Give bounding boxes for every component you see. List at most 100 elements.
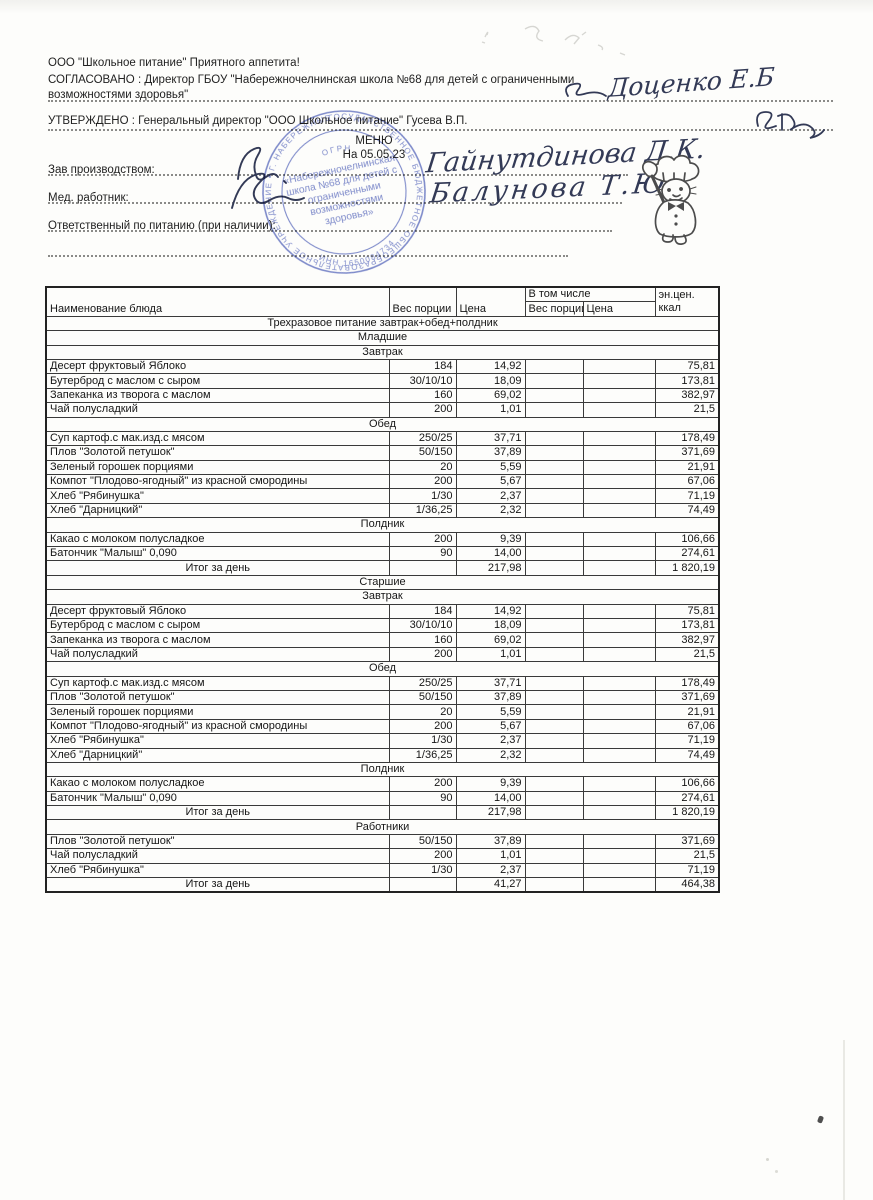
total-price-cell: 41,27 [455,877,526,893]
weight-cell [388,560,457,576]
weight-cell: 50/150 [388,445,457,461]
sub-price-cell [582,805,656,821]
menu-item-row: Суп картоф.с мак.изд.с мясом 250/25 37,71 1… [45,675,720,691]
section-label-cell: Трехразовое питание завтрак+обед+полдник [45,315,720,332]
section-row: Работники [45,819,720,835]
col-header-energy: эн.цен. ккал [654,286,720,317]
director-signature: Доценко Е.Б [607,62,776,103]
sub-weight-cell [524,488,584,504]
section-row: Трехразовое питание завтрак+обед+полдник [45,315,720,332]
col-header-name: Наименование блюда [45,286,390,317]
field-label-med: Мед. работник: [48,192,129,204]
menu-date: На 05.05.23 [342,149,406,161]
total-kcal-cell: 1 820,19 [654,805,720,821]
sub-price-cell [582,430,656,447]
sub-price-cell [582,646,656,663]
field-label-production: Зав производством: [48,164,155,176]
signature-scribble [756,111,825,139]
dish-name-cell: Чай полусладкий [45,646,390,663]
price-cell: 37,89 [455,689,526,706]
energy-label-line2: ккал [658,301,681,314]
weight-cell: 1/30 [388,733,457,749]
kcal-cell: 274,61 [654,790,720,807]
sub-price-cell [582,546,656,562]
sub-price-cell [582,790,656,807]
dish-name-cell: Зеленый горошек порциями [45,459,390,476]
weight-cell: 200 [388,776,457,792]
price-cell: 5,67 [455,474,526,490]
signature-scribble [231,172,305,209]
sub-weight-cell [524,502,584,519]
kcal-cell: 75,81 [654,603,720,619]
menu-item-row: Хлеб "Дарницкий" 1/36,25 2,32 74,49 [45,502,720,519]
kcal-cell: 173,81 [654,373,720,389]
dish-name-cell: Плов "Золотой петушок" [45,833,390,850]
kcal-cell: 74,49 [654,502,720,519]
dish-name-cell: Хлеб "Дарницкий" [45,747,390,763]
dish-name-cell: Чай полусладкий [45,848,390,864]
menu-item-row: Плов "Золотой петушок" 50/150 37,89 371,69 [45,833,720,850]
sub-weight-cell [524,747,584,763]
dish-name-cell: Зеленый горошек порциями [45,704,390,720]
sub-price-cell [582,474,656,490]
menu-item-row: Чай полусладкий 200 1,01 21,5 [45,402,720,418]
menu-item-row: Компот "Плодово-ягодный" из красной смор… [45,474,720,490]
kcal-cell: 67,06 [654,474,720,490]
weight-cell: 1/30 [388,488,457,504]
sub-price-cell [582,560,656,576]
dish-name-cell: Какао с молоком полусладкое [45,531,390,548]
weight-cell: 200 [388,646,457,663]
sub-price-cell [582,488,656,504]
sub-weight-cell [524,445,584,461]
dish-name-cell: Батончик "Малыш" 0,090 [45,546,390,562]
weight-cell [388,877,457,893]
kcal-cell: 371,69 [654,445,720,461]
price-cell: 5,67 [455,718,526,735]
weight-cell: 30/10/10 [388,617,457,634]
sub-weight-cell [524,689,584,706]
price-cell: 69,02 [455,387,526,404]
section-row: Старшие [45,574,720,591]
price-cell: 2,32 [455,502,526,519]
menu-item-row: Десерт фруктовый Яблоко 184 14,92 75,81 [45,603,720,619]
total-price-cell: 217,98 [455,560,526,576]
menu-item-row: Бутерброд с маслом с сыром 30/10/10 18,09 1… [45,373,720,389]
section-label-cell: Обед [45,661,720,677]
menu-item-row: Чай полусладкий 200 1,01 21,5 [45,646,720,663]
price-cell: 9,39 [455,531,526,548]
dish-name-cell: Компот "Плодово-ягодный" из красной смор… [45,474,390,490]
section-label-cell: Младшие [45,330,720,346]
kcal-cell: 173,81 [654,617,720,634]
dotted-line [48,174,628,176]
menu-item-row: Суп картоф.с мак.изд.с мясом 250/25 37,71 1… [45,430,720,447]
price-cell: 14,00 [455,790,526,807]
weight-cell: 184 [388,358,457,375]
sub-price-cell [582,718,656,735]
sub-weight-cell [524,833,584,850]
sub-price-cell [582,747,656,763]
sub-weight-cell [524,560,584,576]
stamp-ogrn-text: ОГРН [320,141,354,159]
menu-item-row: Бутерброд с маслом с сыром 30/10/10 18,09 1… [45,617,720,634]
dish-name-cell: Суп картоф.с мак.изд.с мясом [45,675,390,691]
menu-item-row: Запеканка из творога с маслом 160 69,02 382… [45,632,720,648]
price-cell: 5,59 [455,459,526,476]
field-label-responsible: Ответственный по питанию (при наличии): [48,220,276,232]
weight-cell: 1/30 [388,862,457,879]
kcal-cell: 67,06 [654,718,720,735]
kcal-cell: 21,91 [654,704,720,720]
col-header-weight: Вес порции [388,286,457,317]
weight-cell: 250/25 [388,675,457,691]
dish-name-cell: Хлеб "Рябинушка" [45,488,390,504]
svg-text:ОГРН: ОГРН [320,141,354,159]
total-row: Итог за день 217,98 1 820,19 [45,805,720,821]
sub-weight-cell [524,848,584,864]
total-label-cell: Итог за день [45,560,390,576]
dotted-line [48,230,612,232]
sub-price-cell [582,531,656,548]
sub-price-cell [582,862,656,879]
menu-table: Наименование блюда Вес порции Цена В том… [45,286,720,894]
sub-price-cell [582,445,656,461]
price-cell: 2,37 [455,488,526,504]
sub-weight-cell [524,632,584,648]
